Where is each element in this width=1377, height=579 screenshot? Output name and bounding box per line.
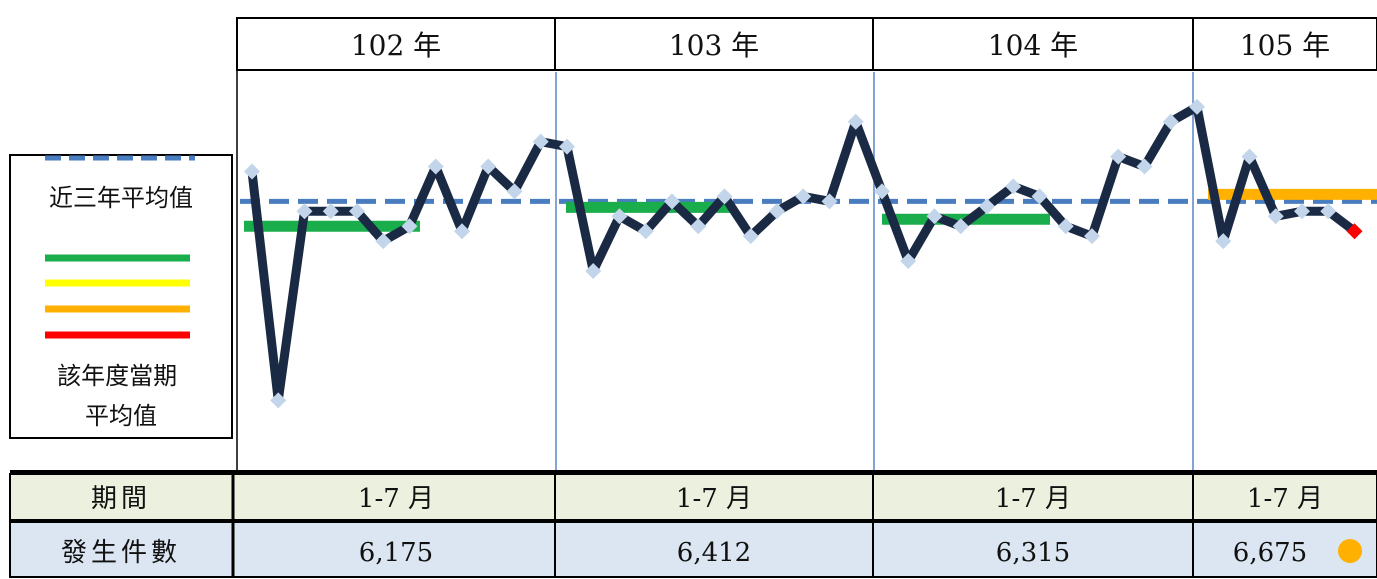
plot-frame — [236, 70, 1194, 472]
period-cell-102: 1-7 月 — [358, 484, 434, 514]
data-point-marker — [1005, 178, 1022, 195]
count-row-header: 發生件數 — [61, 538, 181, 568]
data-point-marker — [1084, 228, 1100, 245]
data-point-marker — [716, 188, 733, 205]
monthly-series-line — [247, 102, 1358, 405]
legend: 近三年平均值 該年度當期 平均值 — [9, 154, 233, 439]
data-point-marker — [322, 203, 339, 220]
data-point-marker — [427, 158, 444, 175]
data-point-marker — [926, 208, 943, 225]
count-cell-104: 6,315 — [996, 538, 1070, 568]
count-cell-103: 6,412 — [677, 538, 751, 568]
period-row-header: 期間 — [91, 484, 151, 514]
year-label-103: 103 年 — [669, 29, 759, 62]
year-label-102: 102 年 — [351, 29, 441, 62]
count-cell-105: 6,675 — [1233, 538, 1307, 568]
legend-period-avg-label: 該年度當期 平均值 — [57, 362, 185, 430]
count-cell-102: 6,175 — [359, 538, 433, 568]
data-point-marker — [1162, 113, 1179, 130]
data-point-marker — [874, 183, 890, 200]
data-point-marker — [637, 223, 654, 240]
data-point-marker — [1320, 203, 1337, 220]
period-cell-103: 1-7 月 — [676, 484, 752, 514]
data-point-marker — [1294, 203, 1310, 220]
data-point-marker — [611, 208, 628, 225]
data-table: 期間 1-7 月 1-7 月 1-7 月 1-7 月 發生件數 6,175 6,… — [9, 470, 1377, 578]
year-label-104: 104 年 — [988, 29, 1078, 62]
data-point-marker — [480, 158, 497, 175]
data-point-marker — [1346, 223, 1363, 240]
data-point-marker — [532, 133, 549, 150]
data-point-marker — [795, 188, 812, 205]
year-label-105: 105 年 — [1240, 29, 1330, 62]
data-point-marker — [454, 223, 470, 240]
data-point-marker — [375, 233, 392, 250]
data-point-marker — [1241, 148, 1258, 165]
data-point-marker — [690, 218, 707, 235]
year-header-row: 102 年 103 年 104 年 105 年 — [236, 17, 1377, 71]
data-point-marker — [847, 113, 864, 130]
data-point-marker — [1189, 98, 1205, 115]
legend-three-year-avg-label: 近三年平均值 — [49, 184, 193, 212]
data-point-marker — [506, 183, 523, 200]
data-point-marker — [1215, 233, 1232, 250]
data-point-marker — [349, 203, 365, 220]
data-point-marker — [401, 218, 418, 235]
data-point-marker — [1136, 158, 1153, 175]
count-status-dot-105 — [1338, 539, 1362, 563]
data-point-marker — [244, 163, 260, 180]
data-point-marker — [742, 228, 759, 245]
period-cell-104: 1-7 月 — [995, 484, 1071, 514]
period-cell-105: 1-7 月 — [1247, 484, 1323, 514]
data-point-marker — [979, 198, 995, 215]
data-point-marker — [559, 138, 575, 155]
data-point-marker — [952, 218, 969, 235]
data-point-marker — [585, 263, 602, 279]
data-point-marker — [664, 193, 680, 210]
series-layer — [244, 98, 1363, 409]
data-point-marker — [900, 253, 917, 270]
data-point-marker — [1110, 148, 1127, 165]
data-point-marker — [769, 203, 785, 220]
data-point-marker — [1267, 208, 1284, 225]
data-point-marker — [1031, 188, 1048, 205]
data-point-marker — [1057, 218, 1074, 235]
data-point-marker — [296, 203, 313, 220]
data-point-marker — [821, 193, 838, 210]
data-point-marker — [270, 392, 287, 409]
